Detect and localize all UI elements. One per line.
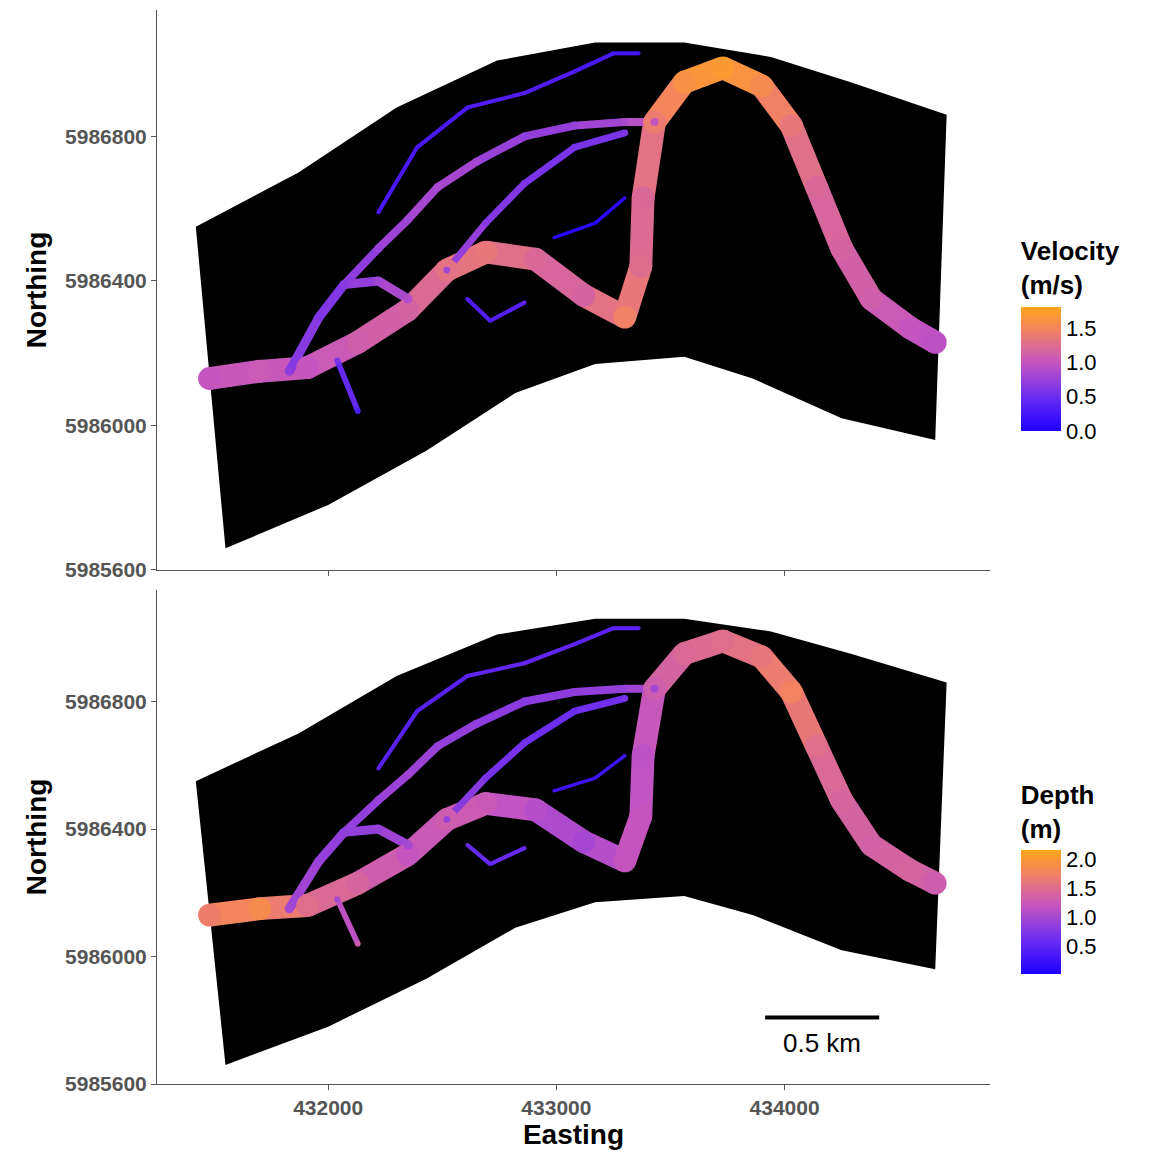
svg-text:5986000: 5986000 bbox=[65, 945, 147, 968]
svg-text:0.0: 0.0 bbox=[1066, 419, 1097, 444]
svg-text:1.5: 1.5 bbox=[1066, 316, 1097, 341]
svg-text:0.5: 0.5 bbox=[1066, 934, 1097, 959]
svg-text:5986800: 5986800 bbox=[65, 690, 147, 713]
svg-text:Northing: Northing bbox=[21, 232, 52, 349]
svg-text:434000: 434000 bbox=[750, 1096, 820, 1119]
svg-text:1.0: 1.0 bbox=[1066, 905, 1097, 930]
svg-text:Depth(m): Depth(m) bbox=[1021, 780, 1095, 844]
svg-text:0.5 km: 0.5 km bbox=[783, 1028, 861, 1058]
svg-text:433000: 433000 bbox=[521, 1096, 591, 1119]
svg-text:Northing: Northing bbox=[21, 779, 52, 896]
svg-text:2.0: 2.0 bbox=[1066, 847, 1097, 872]
svg-text:5985600: 5985600 bbox=[65, 558, 147, 581]
svg-text:1.0: 1.0 bbox=[1066, 350, 1097, 375]
svg-text:5985600: 5985600 bbox=[65, 1072, 147, 1095]
svg-text:5986400: 5986400 bbox=[65, 269, 147, 292]
svg-text:5986800: 5986800 bbox=[65, 125, 147, 148]
svg-text:1.5: 1.5 bbox=[1066, 876, 1097, 901]
svg-text:Easting: Easting bbox=[523, 1119, 624, 1150]
svg-text:432000: 432000 bbox=[293, 1096, 363, 1119]
svg-text:0.5: 0.5 bbox=[1066, 384, 1097, 409]
svg-text:5986400: 5986400 bbox=[65, 817, 147, 840]
svg-text:Velocity(m/s): Velocity(m/s) bbox=[1021, 236, 1120, 300]
svg-text:5986000: 5986000 bbox=[65, 414, 147, 437]
